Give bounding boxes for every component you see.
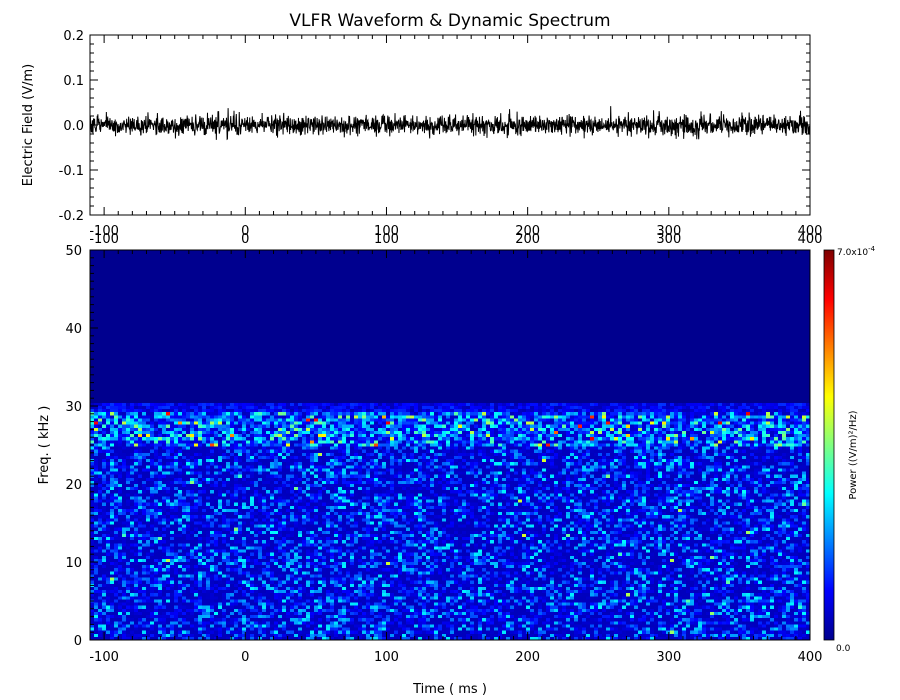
spectrum-x-axis-label: Time ( ms ) xyxy=(412,682,487,697)
spectrum-x-tick-label: 400 xyxy=(798,650,823,665)
colorbar-frame xyxy=(823,249,835,641)
waveform-y-tick-label: 0.0 xyxy=(63,119,84,134)
waveform-y-tick-label: -0.2 xyxy=(59,209,84,224)
waveform-trace xyxy=(89,106,811,141)
spectrum-x-tick-label: -100 xyxy=(89,650,119,665)
spectrum-top-tick-label: 200 xyxy=(515,232,540,247)
colorbar-gradient xyxy=(824,250,834,640)
waveform-ticks: -100 0 100 200 300 400 -0.2 -0.1 0.0 0.1 0.2 xyxy=(59,29,823,239)
colorbar-min-label: 0.0 xyxy=(836,644,851,654)
spectrum-y-tick-label: 50 xyxy=(65,244,82,259)
waveform-panel: -100 0 100 200 300 400 -0.2 -0.1 0.0 0.1 0.2 Elect… xyxy=(21,29,822,239)
spectrum-y-tick-label: 10 xyxy=(65,556,82,571)
waveform-x-tick-label: 300 xyxy=(656,224,681,239)
waveform-x-tick-label: 200 xyxy=(515,224,540,239)
waveform-x-tick-label: 400 xyxy=(798,224,823,239)
figure-title: VLFR Waveform & Dynamic Spectrum xyxy=(289,11,610,31)
spectrum-top-tick-label: 400 xyxy=(798,232,823,247)
spectrum-y-tick-label: 30 xyxy=(65,400,82,415)
spectrum-x-tick-label: 300 xyxy=(656,650,681,665)
spectrum-y-axis-label: Freq. ( kHz ) xyxy=(37,406,52,485)
waveform-y-tick-label: 0.2 xyxy=(63,29,84,44)
waveform-y-tick-label: 0.1 xyxy=(63,74,84,89)
waveform-y-axis-label: Electric Field (V/m) xyxy=(21,64,36,187)
colorbar-max-label: 7.0x10-4 xyxy=(837,245,876,258)
spectrum-top-tick-label: 0 xyxy=(241,232,249,247)
spectrum-top-tick-label: -100 xyxy=(89,232,119,247)
spectrum-y-tick-label: 20 xyxy=(65,478,82,493)
colorbar-label: Power ((V/m)²/Hz) xyxy=(848,410,859,499)
spectrum-y-tick-label: 40 xyxy=(65,322,82,337)
spectrum-x-tick-label: 0 xyxy=(241,650,249,665)
spectrum-x-tick-label: 100 xyxy=(374,650,399,665)
spectrum-top-tick-label: 100 xyxy=(374,232,399,247)
spectrum-top-tick-label: 300 xyxy=(656,232,681,247)
spectrum-panel: -100 -100 0 0 100 100 200 200 300 300 400 400 0 10 20 3… xyxy=(37,232,822,697)
spectrum-y-tick-label: 0 xyxy=(74,634,82,649)
spectrum-x-tick-label: 200 xyxy=(515,650,540,665)
waveform-y-tick-label: -0.1 xyxy=(59,164,84,179)
colorbar: 7.0x10-4 0.0 Power ((V/m)²/Hz) xyxy=(823,245,876,654)
waveform-x-tick-label: 0 xyxy=(241,224,249,239)
spectrogram-image xyxy=(90,250,810,640)
waveform-x-tick-label: 100 xyxy=(374,224,399,239)
waveform-x-tick-label: -100 xyxy=(89,224,119,239)
spectrum-ticks: -100 -100 0 0 100 100 200 200 300 300 400 400 0 10 20 3… xyxy=(65,232,822,665)
